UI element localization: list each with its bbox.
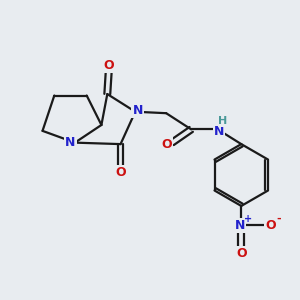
- Text: -: -: [276, 214, 281, 224]
- Text: O: O: [161, 138, 172, 151]
- Text: N: N: [65, 136, 76, 149]
- Text: N: N: [235, 219, 245, 232]
- Text: O: O: [115, 166, 126, 179]
- Text: H: H: [218, 116, 228, 126]
- Text: N: N: [132, 104, 143, 117]
- Text: N: N: [214, 125, 224, 138]
- Text: +: +: [244, 214, 252, 224]
- Text: O: O: [236, 247, 247, 260]
- Text: O: O: [266, 219, 276, 232]
- Text: O: O: [103, 59, 114, 72]
